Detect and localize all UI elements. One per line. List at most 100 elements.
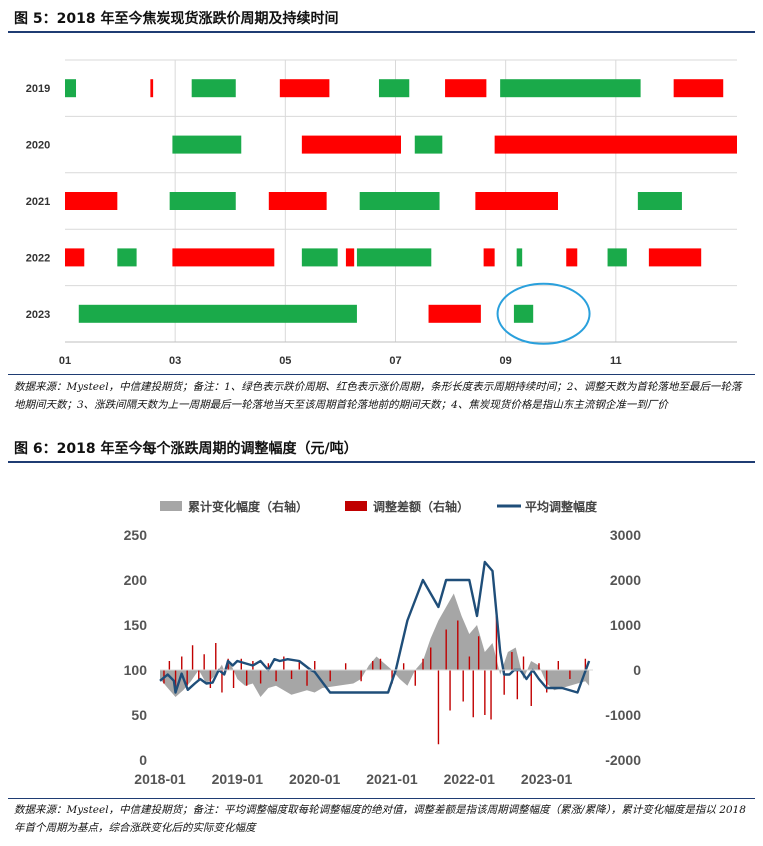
adjustment-diff-bar [246,670,248,686]
adjustment-diff-bar [306,670,308,686]
right-axis-tick-label: 0 [633,662,641,678]
adjustment-diff-bar [472,670,474,718]
left-axis-tick-label: 200 [124,572,148,588]
gantt-segment-up [648,248,702,267]
adjustment-diff-bar [168,661,171,670]
legend-label: 平均调整幅度 [525,499,598,514]
adjustment-diff-bar [503,670,505,695]
figure6-note-rule [8,798,755,799]
adjustment-diff-bar [344,663,347,670]
right-axis-tick-label: 2000 [610,572,641,588]
gantt-segment-up [65,192,118,210]
adjustment-diff-bar [240,658,242,670]
adjustment-diff-bar [372,661,374,670]
gantt-segment-up [65,248,85,267]
gantt-xtick-label: 11 [610,355,622,367]
adjustment-diff-bar [484,670,486,715]
cumulative-change-area [160,593,590,697]
adjustment-diff-bar [546,670,548,693]
right-axis-tick-label: -1000 [605,707,641,723]
adjustment-diff-bar [414,670,416,686]
adjustment-diff-bar [215,643,217,670]
adjustment-diff-bar [259,670,262,684]
gantt-segment-down [607,248,627,267]
left-axis-tick-label: 150 [124,617,148,633]
adjustment-diff-bar [329,670,331,682]
gantt-segment-up [445,79,487,98]
gantt-segment-up [345,248,355,267]
gantt-year-label: 2023 [26,309,50,321]
adjustment-diff-bar [445,629,447,670]
gantt-segment-down [359,192,440,210]
right-axis-tick-label: 3000 [610,527,641,543]
gantt-segment-down [516,248,523,267]
gantt-xtick-label: 05 [279,355,291,367]
adjustment-diff-bar [298,661,300,670]
figure5-title: 图 5：2018 年至今焦炭现货涨跌价周期及持续时间 [14,11,339,27]
gantt-xtick-label: 01 [59,355,71,367]
gantt-year-label: 2021 [26,196,50,208]
adjustment-diff-bar [422,658,424,670]
adjustment-diff-bar [402,663,405,670]
gantt-segment-up [268,192,327,210]
gantt-segment-down [172,135,242,154]
adjustment-diff-bar [449,670,451,711]
gantt-segment-up [428,304,481,323]
adjustment-diff-bar [557,661,560,670]
adjustment-diff-bar [232,670,235,688]
adjustment-diff-bar [511,652,513,670]
figure5-title-rule [8,31,755,33]
adjustment-diff-bar [198,670,200,682]
left-axis-tick-label: 50 [131,707,147,723]
gantt-segment-down [356,248,432,267]
gantt-segment-down [191,79,236,98]
adjustment-diff-bar [391,670,393,684]
gantt-segment-up [483,248,495,267]
adjustment-diff-bar [267,663,270,670]
adjustment-diff-bar [522,656,525,670]
gantt-segment-down [378,79,410,98]
figure6-title: 图 6：2018 年至今每个涨跌周期的调整幅度（元/吨） [14,441,358,457]
gantt-segment-up [301,135,401,154]
legend-swatch [345,501,367,511]
figure6-source-note: 数据来源：Mysteel，中信建投期货；备注：平均调整幅度取每轮调整幅度的绝对值… [14,804,746,834]
adjustment-diff-bar [538,663,540,670]
x-axis-tick-label: 2022-01 [444,771,496,787]
adjustment-diff-bar [457,620,459,670]
adjustment-diff-bar [462,670,464,702]
adjustment-diff-bar [360,670,362,682]
adjustment-diff-bar [186,670,188,686]
adjustment-diff-bar [569,670,571,679]
figure6-title-rule [8,461,755,463]
right-axis-tick-label: 1000 [610,617,641,633]
gantt-xtick-label: 09 [500,355,512,367]
adjustment-diff-bar [430,647,432,670]
right-axis-tick-label: -2000 [605,752,641,768]
legend-label: 累计变化幅度（右轴） [188,499,308,514]
x-axis-tick-label: 2019-01 [212,771,264,787]
gantt-segment-down [637,192,682,210]
adjustment-diff-bar [290,670,293,679]
adjustment-diff-bar [490,670,492,720]
gantt-segment-down [78,304,357,323]
adjustment-diff-bar [221,670,223,693]
gantt-segment-down [169,192,236,210]
gantt-segment-up [475,192,558,210]
gantt-segment-up [494,135,737,154]
legend-swatch [160,501,182,511]
adjustment-diff-bar [584,658,587,670]
gantt-segment-down [301,248,338,267]
gantt-chart: 2019 2020 2021 2022 2023 01 03 05 07 09 11 [26,59,737,367]
adjustment-diff-bar [314,661,316,670]
highlight-ellipse [496,282,591,345]
adjustment-diff-bar [275,670,277,682]
adjustment-diff-bar [203,654,205,670]
x-axis-tick-label: 2020-01 [289,771,341,787]
gantt-segment-down [65,79,77,98]
x-axis-tick-label: 2023-01 [521,771,573,787]
avg-adjustment-line [159,560,591,694]
adjustment-diff-bar [283,656,285,670]
adjustment-diff-bar [530,670,532,706]
left-axis-tick-label: 0 [139,752,147,768]
x-axis-tick-label: 2021-01 [366,771,418,787]
